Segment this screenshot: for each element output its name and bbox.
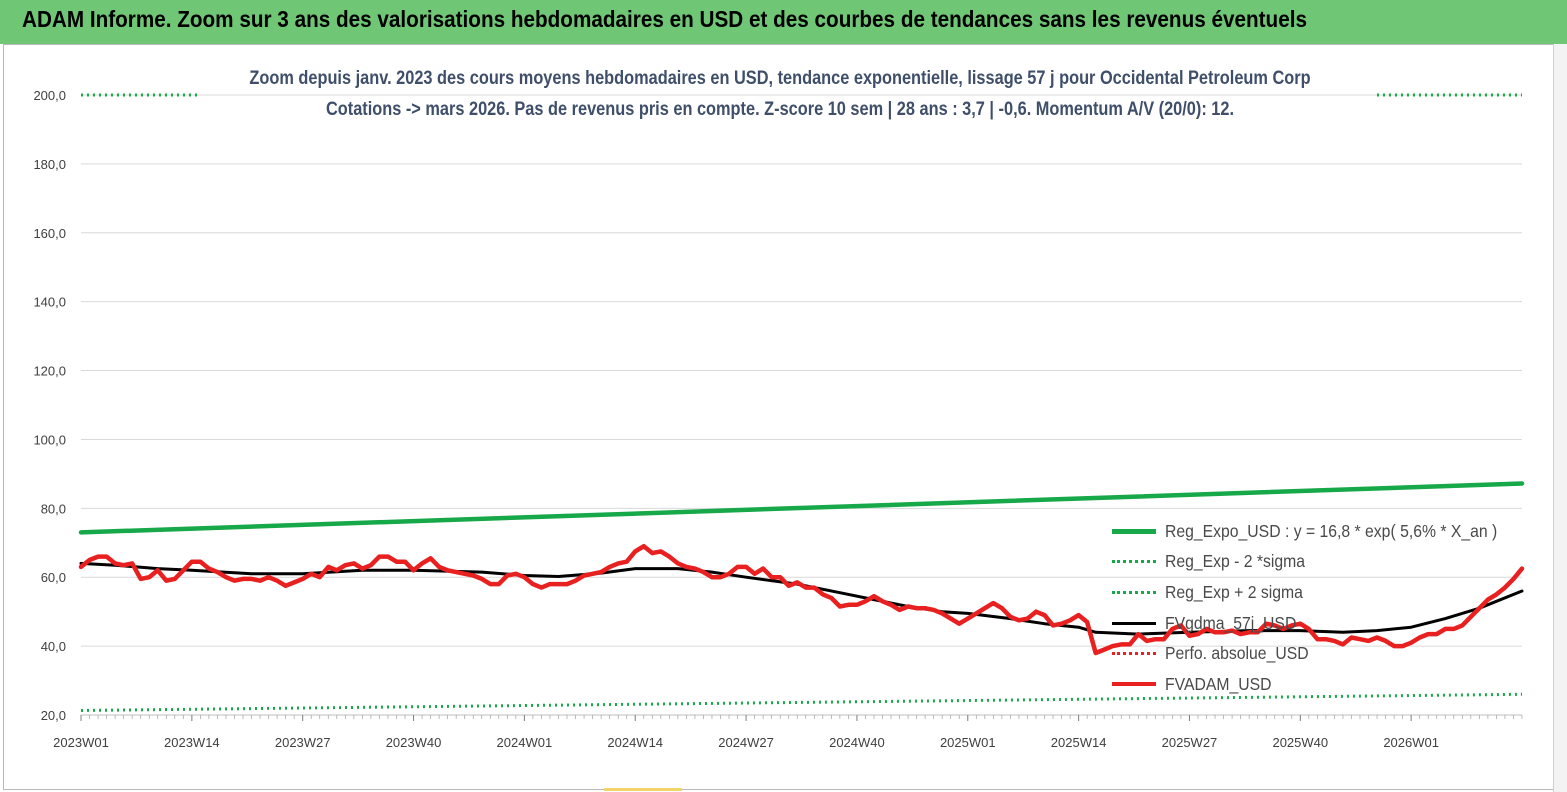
legend-swatch-reg-expo — [1112, 528, 1156, 534]
legend-swatch-reg-exp-plus — [1112, 590, 1156, 594]
legend-label: Reg_Exp - 2 *sigma — [1165, 551, 1306, 572]
legend-label: Reg_Exp + 2 sigma — [1165, 581, 1303, 602]
x-tick-label: 2026W01 — [1383, 735, 1439, 750]
legend-item-gdma: FVgdma_57j_USD — [1112, 608, 1534, 639]
x-axis: 2023W01 2023W14 2023W27 2023W40 2024W01 2024W… — [53, 714, 1523, 750]
chart-subtitle-line1: Zoom depuis janv. 2023 des cours moyens … — [249, 68, 1311, 89]
y-tick-label: 20,0 — [41, 708, 66, 723]
x-tick-label: 2025W40 — [1272, 735, 1328, 750]
x-tick-label: 2024W01 — [497, 735, 553, 750]
x-tick-label: 2023W14 — [164, 735, 220, 750]
y-tick-label: 100,0 — [33, 432, 66, 447]
legend-item-reg-exp-plus: Reg_Exp + 2 sigma — [1112, 577, 1534, 608]
series-fvgdma-57j-usd — [79, 561, 1524, 636]
y-tick-label: 80,0 — [41, 501, 66, 516]
report-banner: ADAM Informe. Zoom sur 3 ans des valoris… — [0, 0, 1567, 44]
series-reg-expo-usd — [78, 481, 1525, 535]
chart-frame — [3, 44, 1554, 790]
x-tick-label: 2023W40 — [386, 735, 442, 750]
legend-swatch-perfo — [1112, 652, 1156, 656]
legend-label: Perfo. absolue_USD — [1165, 643, 1309, 664]
x-tick-label: 2025W27 — [1162, 735, 1218, 750]
legend-label: FVgdma_57j_USD — [1165, 612, 1297, 633]
legend-item-reg-expo: Reg_Expo_USD : y = 16,8 * exp( 5,6% * X_… — [1112, 516, 1534, 547]
legend-swatch-reg-exp-minus — [1112, 560, 1156, 564]
x-tick-label: 2025W01 — [940, 735, 996, 750]
y-tick-label: 160,0 — [33, 226, 66, 241]
legend-label: FVADAM_USD — [1165, 673, 1272, 694]
y-tick-label: 180,0 — [33, 157, 66, 172]
legend-item-fvadam: FVADAM_USD — [1112, 669, 1534, 700]
x-tick-label: 2025W14 — [1051, 735, 1107, 750]
y-tick-label: 120,0 — [33, 364, 66, 379]
right-edge — [1553, 44, 1567, 792]
y-tick-label: 140,0 — [33, 295, 66, 310]
report-title: ADAM Informe. Zoom sur 3 ans des valoris… — [22, 6, 1307, 32]
legend-swatch-fvadam — [1112, 682, 1156, 687]
x-tick-label: 2023W01 — [53, 735, 109, 750]
legend-item-reg-exp-minus: Reg_Exp - 2 *sigma — [1112, 547, 1534, 578]
y-tick-label: 60,0 — [41, 570, 66, 585]
y-axis-ticks: 20,0 40,0 60,0 80,0 100,0 120,0 140,0 160,0 180,… — [33, 88, 66, 723]
chart-subtitle-line2: Cotations -> mars 2026. Pas de revenus p… — [325, 99, 1235, 120]
chart-legend: Reg_Expo_USD : y = 16,8 * exp( 5,6% * X_… — [1112, 516, 1534, 700]
legend-swatch-gdma — [1112, 621, 1156, 625]
x-tick-label: 2023W27 — [275, 735, 331, 750]
legend-label: Reg_Expo_USD : y = 16,8 * exp( 5,6% * X_… — [1165, 520, 1498, 541]
y-tick-label: 200,0 — [33, 88, 66, 103]
series-fvadam-usd — [78, 543, 1525, 656]
x-tick-label: 2024W40 — [829, 735, 885, 750]
bottom-marker — [604, 788, 682, 791]
y-tick-label: 40,0 — [41, 639, 66, 654]
legend-item-perfo: Perfo. absolue_USD — [1112, 638, 1534, 669]
x-tick-label: 2024W14 — [607, 735, 663, 750]
series-reg-exp-2-sigma — [80, 692, 1523, 712]
x-tick-label: 2024W27 — [718, 735, 774, 750]
series-lines — [78, 93, 1525, 712]
